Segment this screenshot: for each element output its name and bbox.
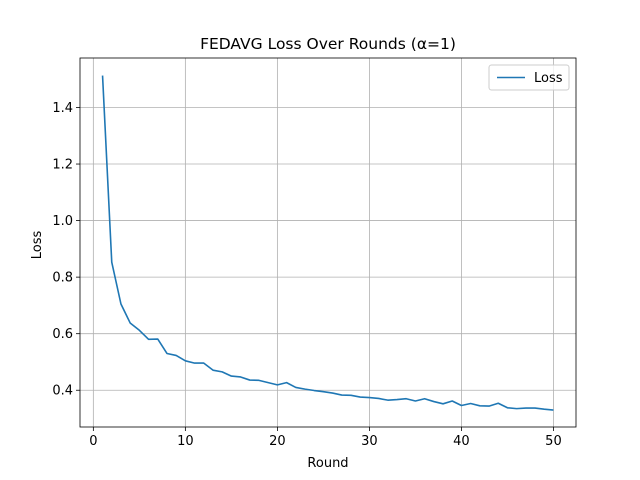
x-tick-label: 50 — [545, 434, 562, 449]
y-tick-label: 0.6 — [52, 327, 73, 342]
legend-box — [488, 64, 570, 91]
chart-title: FEDAVG Loss Over Rounds (α=1) — [200, 35, 456, 53]
y-tick-label: 0.8 — [52, 271, 73, 286]
x-axis-title: Round — [307, 456, 348, 471]
x-tick-label: 10 — [177, 434, 194, 449]
plot-frame — [79, 57, 577, 428]
legend-label: Loss — [534, 71, 563, 86]
series-layer — [101, 75, 554, 411]
y-tick-label: 1.4 — [52, 101, 73, 116]
grid-lines — [80, 58, 576, 427]
y-tick-label: 1.2 — [52, 158, 73, 173]
x-tick-label: 0 — [89, 434, 97, 449]
series-line-0 — [101, 75, 554, 411]
y-tick-label: 0.4 — [52, 384, 73, 399]
x-tick-label: 40 — [453, 434, 470, 449]
x-tick-label: 30 — [361, 434, 378, 449]
x-tick-label: 20 — [269, 434, 286, 449]
x-axis: 0 10 20 30 40 50 — [89, 427, 562, 449]
y-tick-label: 1.0 — [52, 214, 73, 229]
legend: Loss — [488, 64, 570, 91]
y-axis: 0.4 0.6 0.8 1.0 1.2 1.4 — [52, 101, 80, 399]
y-axis-title: Loss — [30, 231, 45, 260]
